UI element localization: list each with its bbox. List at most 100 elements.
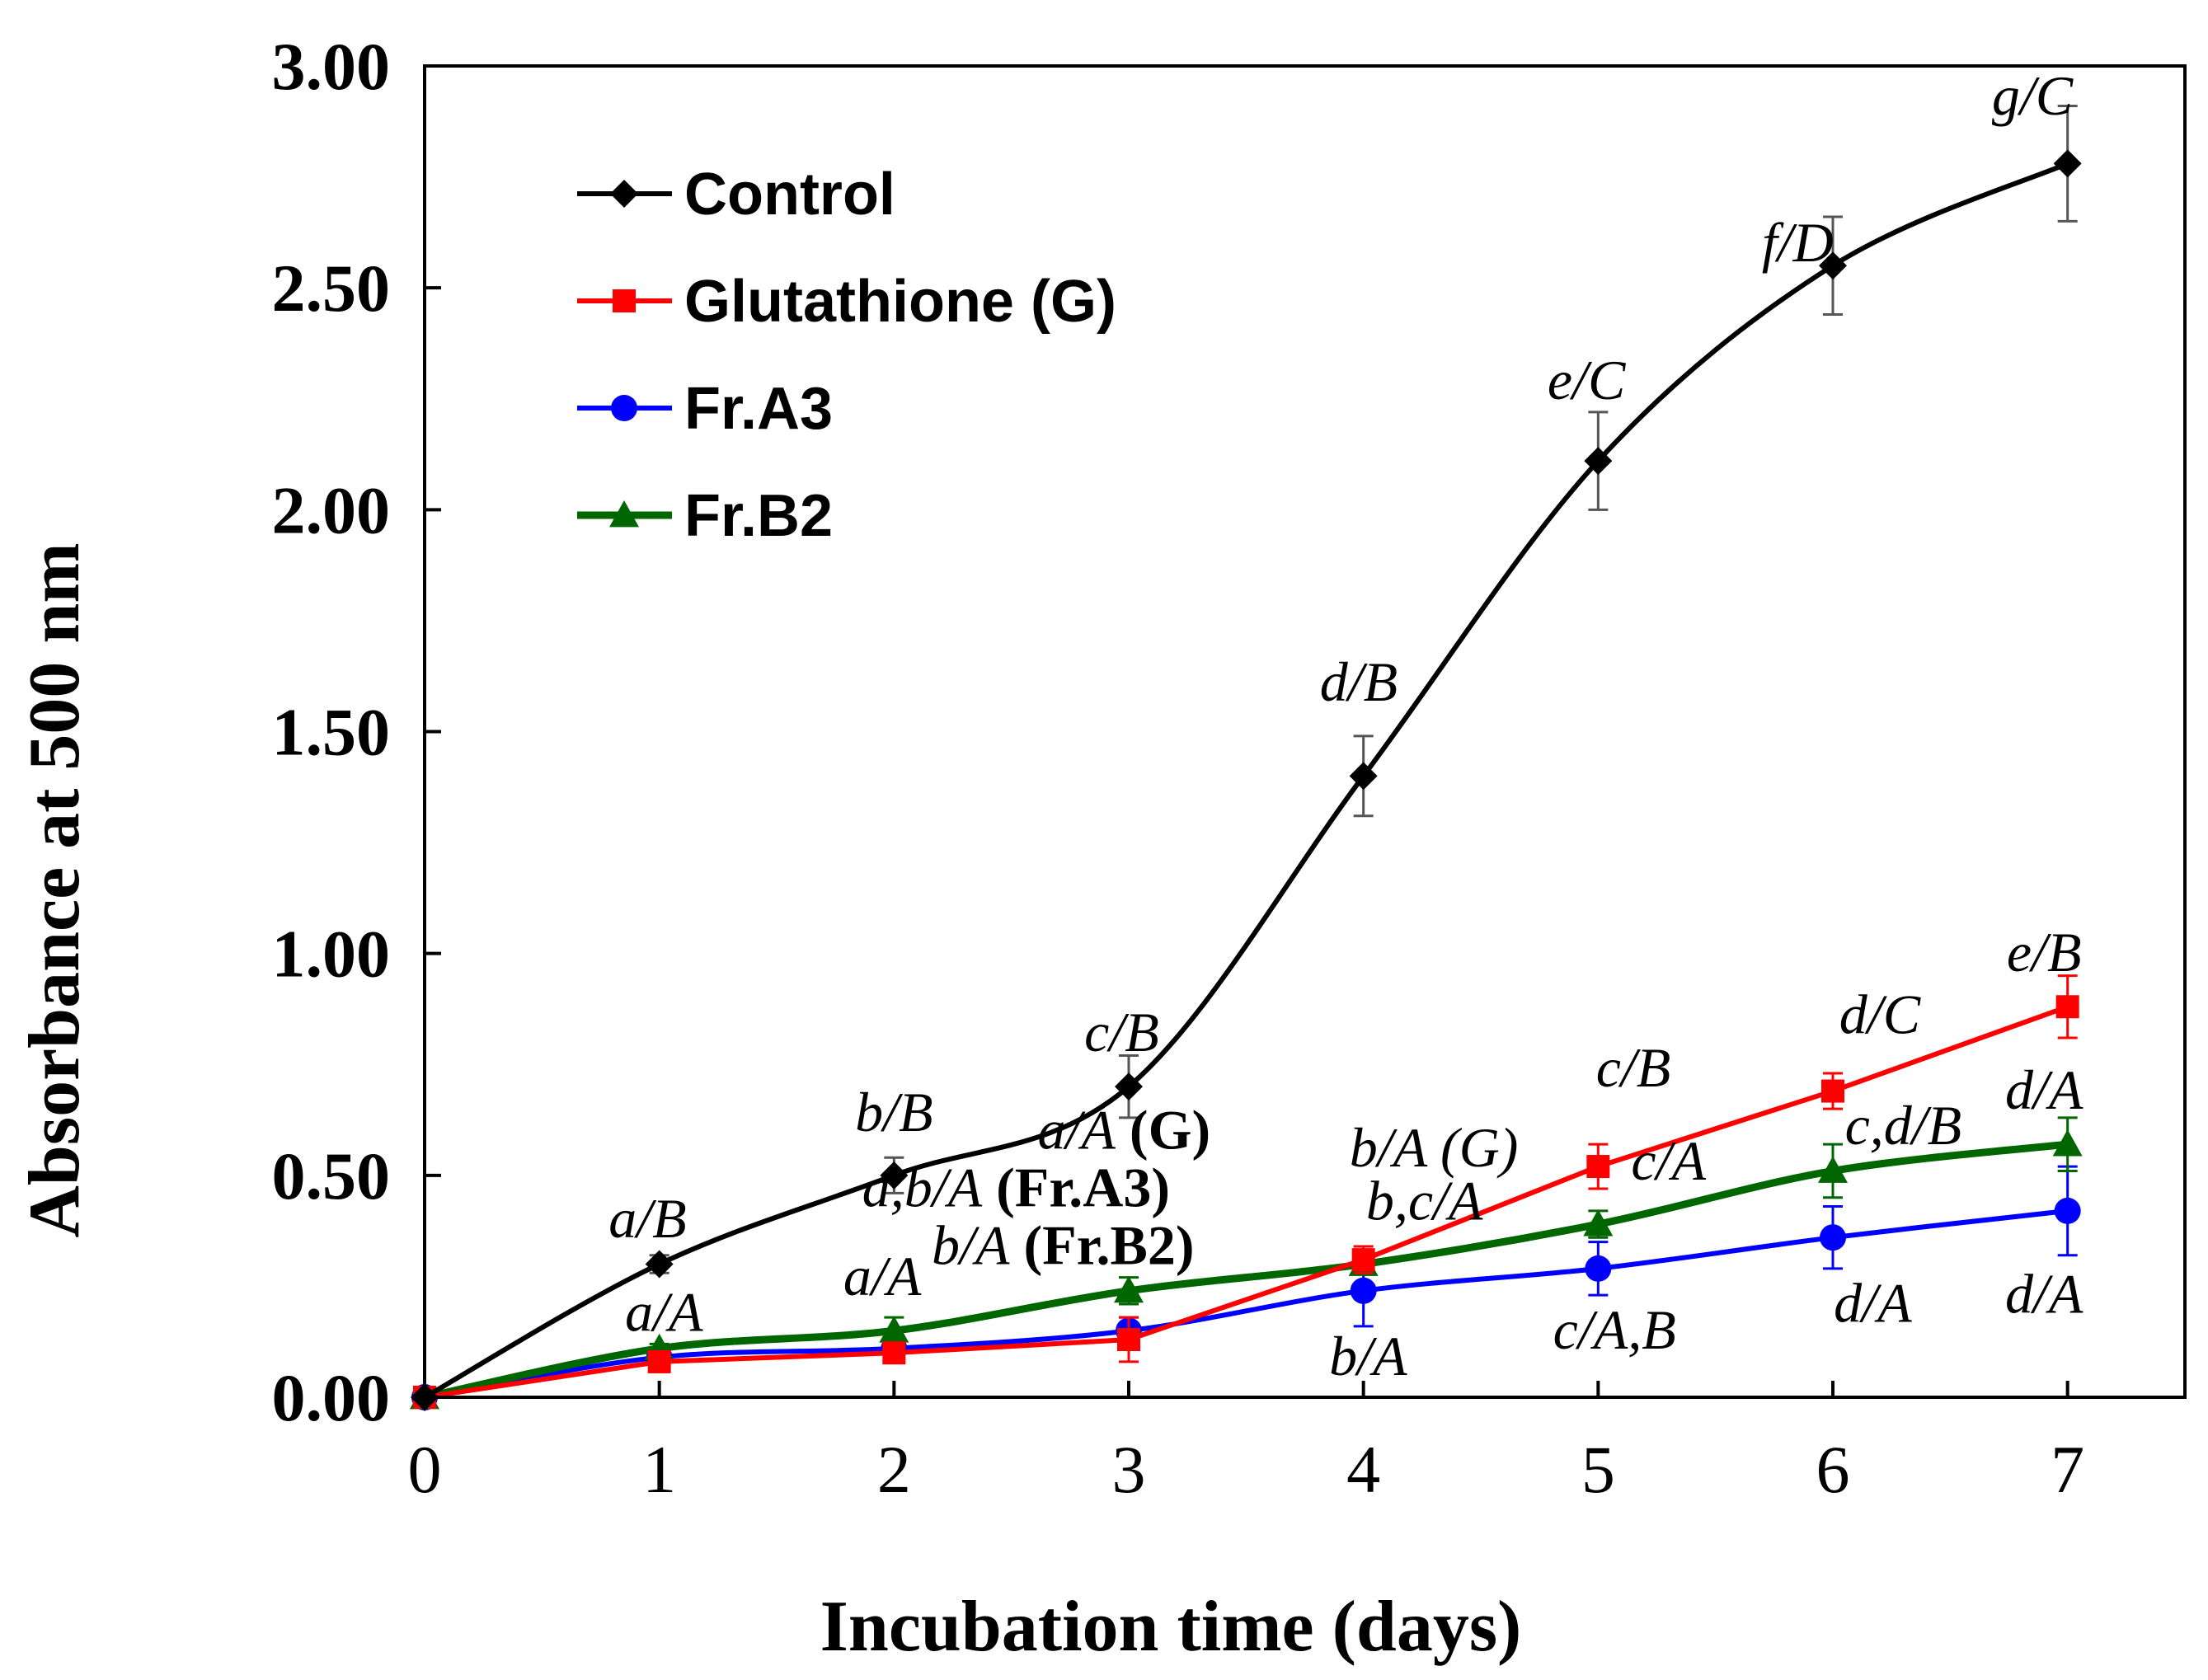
y-axis-title: Absorbance at 500 nm [15,542,95,1237]
annotation-text: d/C [1839,983,1921,1046]
x-tick-label: 6 [1816,1432,1850,1507]
data-point [1117,1328,1140,1352]
annotation-text: b/A [1329,1325,1407,1387]
y-tick-label: 3.00 [272,29,391,104]
data-point [1821,1079,1844,1103]
annotation: c/B [1596,1036,1671,1099]
legend-item-fr-a3: Fr.A3 [577,376,833,442]
annotation-text: a/B [608,1187,686,1250]
data-point [1586,1155,1610,1179]
data-point [1818,1156,1848,1183]
data-point [1584,447,1613,476]
annotation: b/A (Fr.B2) [932,1214,1195,1277]
data-point [647,1349,671,1373]
legend-marker [610,180,638,208]
data-point [2052,1129,2083,1157]
data-point [1820,1224,1846,1251]
annotation: a/A [843,1245,922,1307]
legend-marker [609,500,639,528]
data-point [879,1316,909,1343]
y-tick-label: 1.00 [272,917,391,992]
annotation-text: b/A (G) [1350,1116,1519,1179]
legend-item-control: Control [577,162,895,228]
annotation: f/D [1762,211,1834,274]
annotation: c,d/B [1845,1094,1962,1157]
data-point [1583,1209,1614,1237]
legend-label: Fr.B2 [684,483,833,549]
annotation-text: c,d/B [1845,1094,1962,1157]
annotation-text: g/C [1992,64,2074,127]
data-point [1585,1255,1612,1282]
annotation-text: a,b/A [862,1157,983,1219]
x-tick-label: 0 [408,1432,442,1507]
data-point [1349,762,1378,791]
annotation-text: c/B [1084,1001,1159,1063]
legend-label: Control [684,162,895,228]
data-point [1819,251,1847,280]
y-tick-label: 2.50 [272,251,391,326]
annotation: d/C [1839,983,1921,1046]
annotation: b/A (G) [1350,1116,1519,1179]
x-tick-label: 2 [877,1432,911,1507]
legend-item-fr-b2: Fr.B2 [577,483,833,549]
annotation: b,c/A [1366,1170,1483,1232]
data-point [1350,1277,1377,1304]
annotation: c/A,B [1553,1298,1676,1361]
x-tick-label: 4 [1346,1432,1380,1507]
annotation-suffix: (G) [1116,1099,1210,1161]
annotation-text: d/A [2005,1058,2084,1121]
annotation-text: b/A [932,1214,1010,1277]
annotation-text: f/D [1762,211,1834,274]
annotation-suffix: (Fr.A3) [982,1157,1170,1219]
data-point [1114,1275,1144,1303]
annotation-text: a/A [1037,1099,1116,1161]
annotation: a/A [625,1280,703,1343]
annotation: a/A (G) [1037,1099,1210,1161]
x-tick-label: 1 [642,1432,676,1507]
annotation-text: e/C [1548,349,1626,411]
y-tick-label: 0.00 [272,1360,391,1435]
data-point [2053,149,2082,178]
series-control [411,104,2082,1411]
legend-label: Fr.A3 [684,376,833,442]
data-point [2055,995,2079,1019]
series-line [424,1004,2069,1400]
x-tick-label: 7 [2051,1432,2084,1507]
data-point [2054,1197,2081,1224]
annotation-text: c/A [1631,1129,1706,1192]
y-tick-label: 0.50 [272,1138,391,1213]
annotation-text: b/B [855,1081,933,1143]
annotation-text: c/A,B [1553,1298,1676,1361]
annotation-text: b,c/A [1366,1170,1483,1232]
y-tick-label: 1.50 [272,695,391,770]
legend-marker [613,289,636,312]
annotation: c/B [1084,1001,1159,1063]
annotation: d/A [2005,1058,2084,1121]
annotation: a,b/A (Fr.A3) [862,1157,1170,1219]
annotation-text: e/B [2007,921,2082,983]
annotation: d/B [1320,650,1398,713]
legend-marker [611,395,637,421]
annotation: d/A [1834,1271,1912,1334]
annotation-text: d/A [1834,1271,1912,1334]
annotation-text: d/A [2005,1263,2084,1326]
legend: Control Glutathione (G) Fr.A3 Fr.B2 [577,162,1116,549]
y-tick-label: 2.00 [272,472,391,547]
data-point [645,1250,674,1279]
annotation-text: c/B [1596,1036,1671,1099]
legend-label: Glutathione (G) [684,269,1116,335]
x-tick-label: 5 [1581,1432,1615,1507]
annotation: b/B [855,1081,933,1143]
annotation: d/A [2005,1263,2084,1326]
series-layer [410,104,2083,1411]
annotation: a/B [608,1187,686,1250]
annotation: c/A [1631,1129,1706,1192]
legend-item-glutathione-g-: Glutathione (G) [577,269,1116,335]
annotation-text: a/A [625,1280,703,1343]
data-point [1351,1248,1375,1272]
annotation: e/C [1548,349,1626,411]
annotation-text: a/A [843,1245,922,1307]
annotation-suffix: (Fr.B2) [1009,1214,1194,1277]
